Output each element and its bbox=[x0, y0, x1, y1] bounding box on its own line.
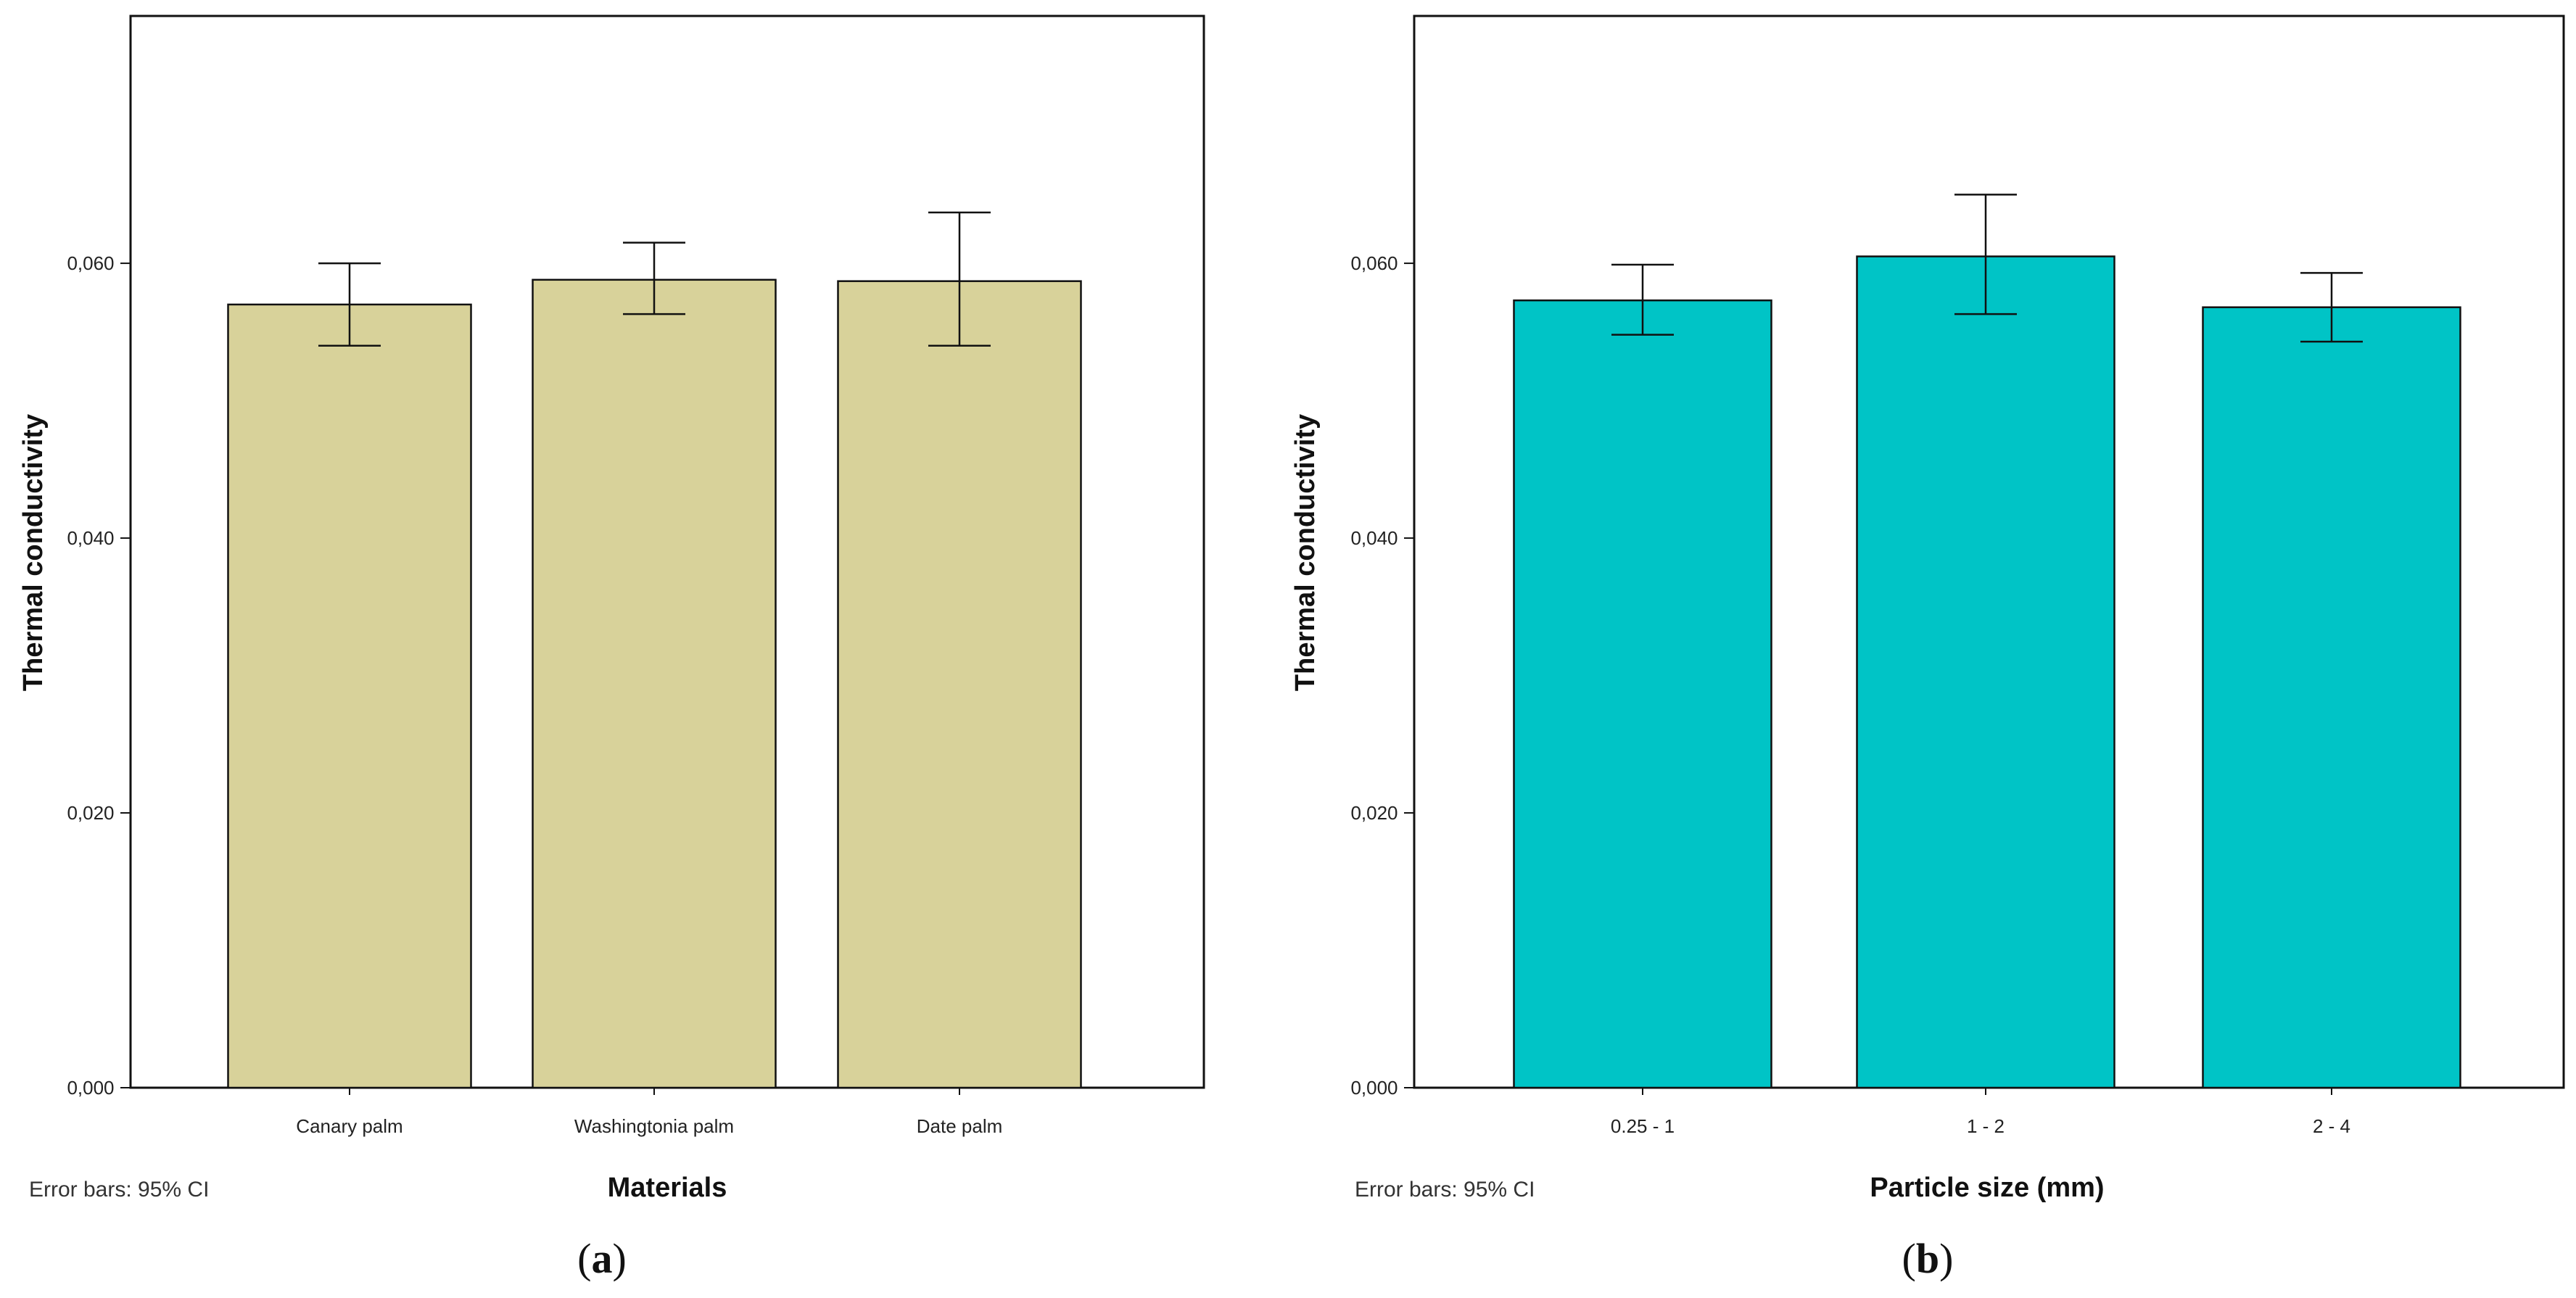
x-tick-label: 2 - 4 bbox=[2313, 1115, 2350, 1137]
x-tick-labels: 0.25 - 1 1 - 2 2 - 4 bbox=[1611, 1088, 2350, 1137]
y-axis-title: Thermal conductivity bbox=[1290, 414, 1321, 691]
x-axis-title: Materials bbox=[608, 1173, 727, 1203]
x-axis-title: Particle size (mm) bbox=[1870, 1173, 2104, 1203]
chart-panel-a: Thermal conductivity 0,000 0,020 0,040 0,06… bbox=[18, 15, 1205, 1282]
x-tick-label: Washingtonia palm bbox=[574, 1115, 734, 1137]
y-axis-title: Thermal conductivity bbox=[18, 414, 49, 691]
x-tick-label: 0.25 - 1 bbox=[1611, 1115, 1675, 1137]
bar bbox=[2202, 306, 2461, 1089]
y-tick-label: 0,020 bbox=[67, 802, 114, 824]
bar bbox=[1856, 255, 2115, 1089]
bar bbox=[1513, 299, 1772, 1089]
x-tick-label: Canary palm bbox=[296, 1115, 402, 1137]
y-axis-ticks: 0,000 0,020 0,040 0,060 bbox=[67, 252, 131, 1099]
error-bar-note: Error bars: 95% CI bbox=[29, 1178, 209, 1202]
chart-panel-b: Thermal conductivity 0,000 0,020 0,040 0,06… bbox=[1290, 15, 2565, 1282]
y-tick-label: 0,040 bbox=[1350, 527, 1398, 549]
bar bbox=[837, 280, 1082, 1089]
error-bars bbox=[318, 211, 991, 347]
panel-label-b: (b) bbox=[1902, 1235, 1954, 1282]
y-tick-label: 0,060 bbox=[67, 252, 114, 274]
y-axis-ticks: 0,000 0,020 0,040 0,060 bbox=[1350, 252, 1414, 1099]
error-bar-note: Error bars: 95% CI bbox=[1355, 1178, 1535, 1202]
x-tick-label: 1 - 2 bbox=[1967, 1115, 2005, 1137]
y-tick-label: 0,040 bbox=[67, 527, 114, 549]
x-tick-label: Date palm bbox=[917, 1115, 1003, 1137]
panel-label-a: (a) bbox=[577, 1235, 627, 1282]
x-tick-labels: Canary palm Washingtonia palm Date palm bbox=[296, 1088, 1002, 1137]
error-bars bbox=[1611, 194, 2363, 343]
bar bbox=[532, 278, 777, 1089]
y-tick-label: 0,000 bbox=[1350, 1077, 1398, 1099]
y-tick-label: 0,020 bbox=[1350, 802, 1398, 824]
bars bbox=[227, 278, 1082, 1089]
bar bbox=[227, 303, 472, 1089]
bars bbox=[1513, 255, 2461, 1089]
y-tick-label: 0,000 bbox=[67, 1077, 114, 1099]
y-tick-label: 0,060 bbox=[1350, 252, 1398, 274]
